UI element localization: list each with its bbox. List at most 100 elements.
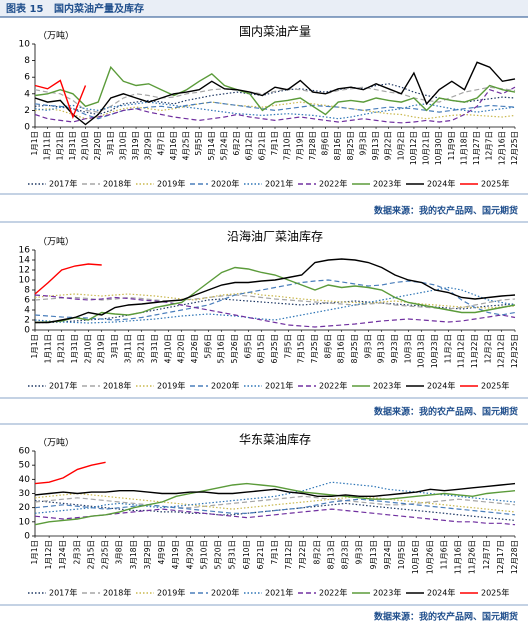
x-tick-label: 2月15日	[86, 540, 95, 569]
y-tick-label: 10	[19, 517, 31, 527]
y-tick-label: 4	[24, 89, 30, 99]
series-line	[34, 482, 516, 526]
y-tick-label: 0	[24, 532, 30, 542]
y-tick-label: 10	[19, 40, 31, 50]
x-tick-label: 4月25日	[182, 131, 191, 160]
legend-label: 2018年	[103, 588, 131, 598]
x-tick-label: 3月11日	[123, 334, 132, 363]
series-line	[34, 61, 516, 126]
x-tick-label: 6月2日	[232, 131, 241, 156]
x-tick-label: 8月13日	[326, 540, 335, 569]
x-tick-label: 3月1日	[110, 334, 119, 359]
x-tick-label: 1月12日	[44, 540, 53, 569]
x-tick-label: 3月18日	[129, 540, 138, 569]
x-tick-label: 1月1日	[30, 131, 39, 156]
x-tick-label: 10月5日	[397, 540, 406, 569]
x-tick-label: 1月21日	[57, 334, 66, 363]
x-tick-label: 1月11日	[43, 334, 52, 363]
x-tick-label: 2月25日	[101, 540, 110, 569]
x-tick-label: 5月16日	[217, 334, 226, 363]
x-tick-label: 7月12日	[284, 540, 293, 569]
x-tick-label: 3月29日	[144, 131, 153, 160]
x-tick-label: 11月22日	[470, 334, 479, 368]
y-tick-label: 0	[24, 123, 30, 133]
x-tick-label: 5月6日	[203, 334, 212, 359]
x-tick-label: 2月3日	[72, 540, 81, 565]
series-line	[34, 279, 516, 321]
x-tick-label: 6月12日	[245, 131, 254, 160]
x-tick-label: 8月6日	[323, 334, 332, 359]
y-axis-label: （万吨）	[38, 236, 74, 248]
x-tick-label: 9月24日	[383, 540, 392, 569]
x-tick-label: 2月20日	[93, 131, 102, 160]
x-tick-label: 11月26日	[468, 540, 477, 574]
source-note: 数据来源：我的农产品网、国元期货	[374, 406, 518, 418]
y-tick-label: 8	[24, 56, 30, 66]
x-tick-label: 5月26日	[230, 334, 239, 363]
y-tick-label: 50	[19, 461, 31, 471]
x-tick-label: 5月14日	[207, 131, 216, 160]
legend-label: 2018年	[103, 381, 131, 391]
legend-label: 2024年	[427, 588, 455, 598]
x-tick-label: 9月22日	[384, 131, 393, 160]
x-tick-label: 1月11日	[43, 131, 52, 160]
x-tick-label: 9月23日	[390, 334, 399, 363]
x-tick-label: 1月21日	[55, 131, 64, 160]
x-tick-label: 12月7日	[482, 540, 491, 569]
x-tick-label: 4月20日	[177, 334, 186, 363]
chart-title: 沿海油厂菜油库存	[227, 229, 323, 244]
x-tick-label: 10月13日	[417, 334, 426, 368]
x-tick-label: 3月31日	[150, 334, 159, 363]
x-tick-label: 4月16日	[169, 131, 178, 160]
x-tick-label: 11月16日	[454, 540, 463, 574]
legend-label: 2024年	[427, 179, 455, 189]
y-tick-label: 12	[19, 266, 30, 276]
x-tick-label: 4月19日	[171, 540, 180, 569]
x-tick-label: 11月2日	[443, 334, 452, 363]
y-tick-label: 60	[19, 447, 31, 457]
legend-label: 2025年	[481, 381, 509, 391]
x-tick-label: 12月7日	[485, 131, 494, 160]
x-tick-label: 12月25日	[510, 334, 519, 368]
legend-label: 2019年	[157, 381, 185, 391]
x-tick-label: 6月5日	[243, 334, 252, 359]
chart-title: 华东菜油库存	[239, 432, 311, 447]
y-tick-label: 2	[24, 106, 30, 116]
x-tick-label: 9月3日	[358, 131, 367, 156]
series-line	[34, 65, 516, 116]
x-tick-label: 7月28日	[308, 131, 317, 160]
x-tick-label: 3月10日	[118, 131, 127, 160]
x-tick-label: 11月9日	[447, 131, 456, 160]
x-tick-label: 10月2日	[396, 131, 405, 160]
legend-label: 2023年	[373, 381, 401, 391]
x-tick-label: 10月21日	[422, 131, 431, 165]
x-tick-label: 3月29日	[143, 540, 152, 569]
x-tick-label: 12月2日	[483, 334, 492, 363]
legend-label: 2022年	[319, 588, 347, 598]
x-tick-label: 1月1日	[30, 540, 39, 565]
x-tick-label: 4月29日	[185, 540, 194, 569]
x-tick-label: 6月10日	[242, 540, 251, 569]
x-tick-label: 9月3日	[355, 540, 364, 565]
y-tick-label: 4	[24, 306, 30, 316]
legend-label: 2020年	[211, 588, 239, 598]
series-line	[34, 263, 102, 295]
series-line	[34, 79, 87, 120]
x-tick-label: 2月10日	[81, 131, 90, 160]
x-tick-label: 4月10日	[163, 334, 172, 363]
series-line	[34, 291, 516, 309]
series-line	[34, 86, 516, 113]
x-tick-label: 4月7日	[156, 131, 165, 156]
legend-label: 2025年	[481, 179, 509, 189]
series-line	[34, 294, 516, 310]
y-tick-label: 10	[19, 276, 31, 286]
x-tick-label: 6月21日	[256, 540, 265, 569]
x-tick-label: 8月25日	[350, 334, 359, 363]
header-title: 国内菜油产量及库存	[54, 2, 144, 15]
x-tick-label: 8月16日	[333, 131, 342, 160]
legend-label: 2023年	[373, 179, 401, 189]
series-line	[34, 83, 516, 116]
x-tick-label: 8月2日	[312, 540, 321, 565]
x-tick-label: 3月8日	[115, 540, 124, 565]
legend-label: 2024年	[427, 381, 455, 391]
